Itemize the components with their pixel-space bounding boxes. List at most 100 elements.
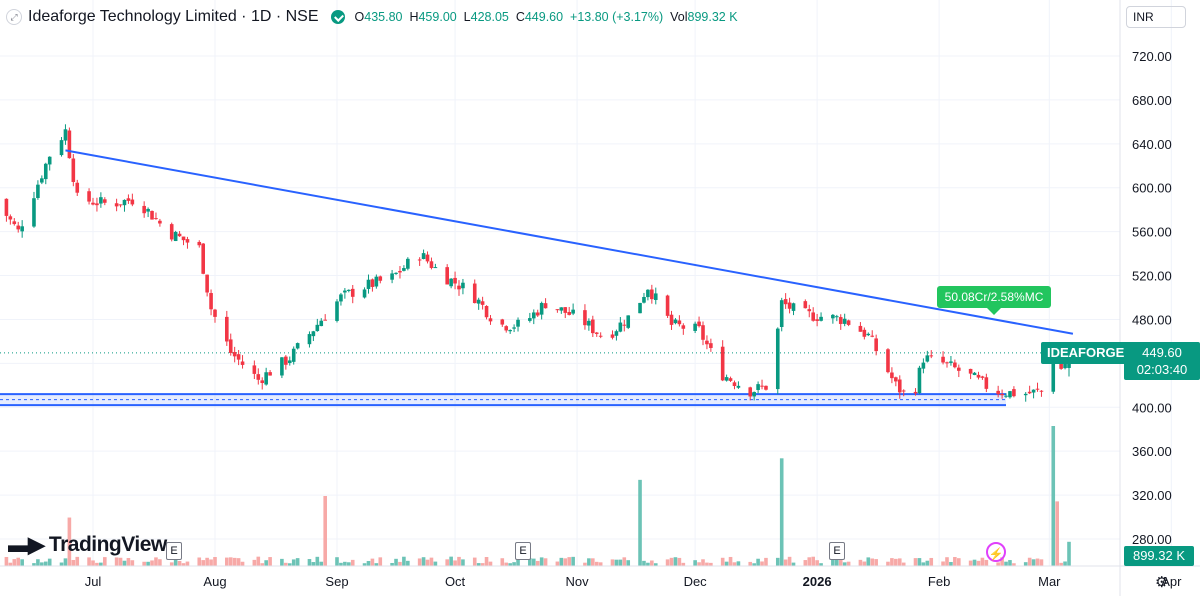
candle-body — [949, 361, 953, 363]
volume-bar — [921, 562, 926, 566]
symbol-label-tag: IDEAFORGE — [1041, 342, 1131, 364]
volume-bar — [291, 559, 296, 566]
volume-bar — [626, 560, 631, 566]
candle-body — [791, 303, 796, 311]
earnings-event-marker[interactable]: E — [829, 542, 845, 560]
volume-bar — [311, 562, 316, 566]
candle-body — [838, 317, 843, 324]
volume-bar — [567, 557, 571, 566]
lightning-icon[interactable]: ⚡ — [986, 542, 1006, 562]
volume-bar — [256, 556, 261, 566]
candle-body — [1039, 390, 1044, 392]
volume-bar — [622, 557, 627, 566]
volume-bar — [370, 558, 375, 566]
volume-bar — [543, 558, 548, 566]
volume-bar — [897, 558, 902, 566]
volume-bar — [87, 557, 91, 566]
candle-body — [169, 224, 174, 240]
price-tick-label: 480.00 — [1132, 312, 1172, 327]
symbol-title[interactable]: Ideaforge Technology Limited · 1D · NSE — [28, 8, 319, 25]
candle-body — [122, 199, 127, 206]
volume-bar — [504, 562, 509, 566]
candle-body — [118, 204, 123, 206]
candle-body — [925, 355, 930, 362]
volume-bar — [976, 560, 981, 566]
volume-bar — [402, 556, 406, 566]
currency-selector[interactable]: INR — [1126, 6, 1186, 28]
candle-body — [976, 374, 981, 378]
volume-bar — [118, 557, 123, 566]
volume-bar — [213, 557, 217, 566]
candle-body — [43, 163, 48, 180]
volume-bar — [929, 557, 934, 566]
volume-bar — [295, 558, 300, 566]
earnings-event-marker[interactable]: E — [515, 542, 531, 560]
volume-bar — [835, 557, 839, 566]
volume-bar — [598, 562, 603, 566]
candle-body — [846, 320, 851, 325]
collapse-icon[interactable]: ⤢ — [6, 9, 22, 25]
candle-body — [815, 319, 819, 321]
volume-bar — [1035, 558, 1040, 566]
price-tick-label: 320.00 — [1132, 488, 1172, 503]
candle-body — [103, 199, 107, 203]
volume-bar — [197, 557, 202, 566]
time-tick-label: Jul — [85, 574, 102, 589]
candle-body — [941, 356, 945, 363]
market-cap-annotation[interactable]: 50.08Cr/2.58%MC — [937, 286, 1051, 315]
candle-body — [775, 328, 780, 390]
candle-body — [642, 296, 646, 303]
candle-body — [4, 198, 9, 216]
candle-body — [142, 205, 146, 214]
earnings-event-marker[interactable]: E — [166, 542, 182, 560]
candle-body — [12, 221, 17, 225]
candle-body — [177, 233, 182, 237]
candle-body — [638, 302, 642, 314]
candle-body — [390, 273, 394, 280]
candle-body — [996, 390, 1000, 395]
candle-body — [835, 316, 839, 318]
volume-bar — [846, 561, 851, 566]
candle-body — [921, 362, 926, 369]
time-axis: Jul Aug Sep Oct Nov Dec 2026 Feb Mar Apr — [0, 565, 1200, 589]
volume-bar — [315, 556, 320, 566]
candles — [4, 124, 1071, 402]
volume-bar — [287, 563, 292, 566]
volume-bar — [901, 562, 906, 566]
volume-bar — [866, 557, 871, 566]
candle-body — [897, 379, 902, 393]
volume-bar — [366, 561, 371, 566]
candle-body — [398, 270, 402, 273]
candle-body — [350, 288, 355, 297]
candle-body — [252, 365, 257, 374]
candle-body — [669, 314, 674, 325]
candle-body — [917, 367, 922, 394]
candle-body — [417, 259, 422, 261]
time-tick-label: Apr — [1161, 574, 1182, 589]
volume-bar — [472, 557, 477, 566]
candle-body — [701, 325, 705, 340]
candle-body — [225, 316, 229, 342]
candle-body — [736, 385, 741, 388]
candle-body — [779, 300, 784, 327]
candle-body — [260, 380, 265, 383]
volume-bar — [91, 560, 95, 566]
volume-bar — [122, 560, 127, 566]
volume-bar — [610, 559, 615, 566]
volume-bar — [583, 562, 587, 566]
candle-body — [516, 319, 520, 327]
volume-bar — [185, 561, 190, 566]
volume-bar — [807, 557, 812, 566]
volume-bar — [874, 559, 878, 566]
candle-body — [752, 391, 756, 397]
volume-bar — [756, 558, 760, 566]
settings-gear-icon[interactable]: ⚙ — [1155, 574, 1169, 591]
candle-body — [370, 279, 375, 287]
candle-body — [335, 301, 339, 321]
volume-bar — [445, 559, 449, 566]
candle-body — [764, 385, 768, 390]
candle-body — [901, 390, 906, 392]
candle-body — [323, 319, 327, 321]
candle-body — [535, 312, 540, 316]
